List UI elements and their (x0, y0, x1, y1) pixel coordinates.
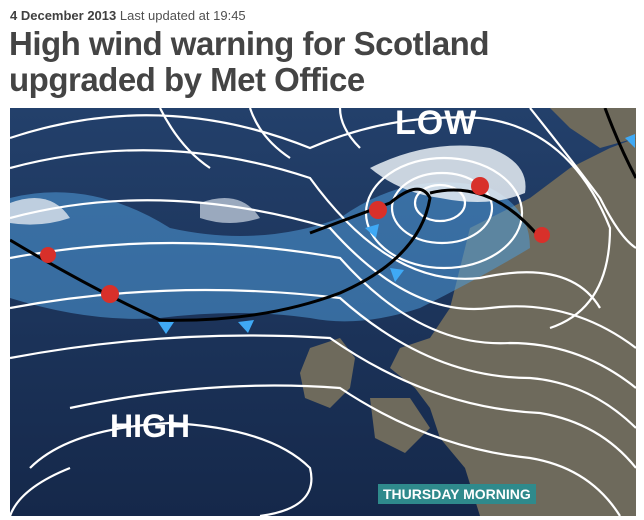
isobars (10, 108, 636, 516)
weather-fronts (10, 108, 636, 334)
article-date: 4 December 2013 (10, 8, 117, 23)
weather-map (10, 108, 636, 516)
cold-front-markers (158, 134, 635, 334)
headline: High wind warning for Scotland upgraded … (9, 25, 489, 98)
warm-front-markers (40, 177, 550, 303)
low-pressure-label: LOW (395, 108, 478, 142)
last-updated: Last updated at 19:45 (119, 8, 246, 23)
high-pressure-label: HIGH (110, 408, 190, 444)
weather-map-image: LOW HIGH THURSDAY MORNING (10, 108, 636, 516)
dateline: 4 December 2013 Last updated at 19:45 (10, 8, 246, 23)
map-caption: THURSDAY MORNING (378, 484, 536, 504)
